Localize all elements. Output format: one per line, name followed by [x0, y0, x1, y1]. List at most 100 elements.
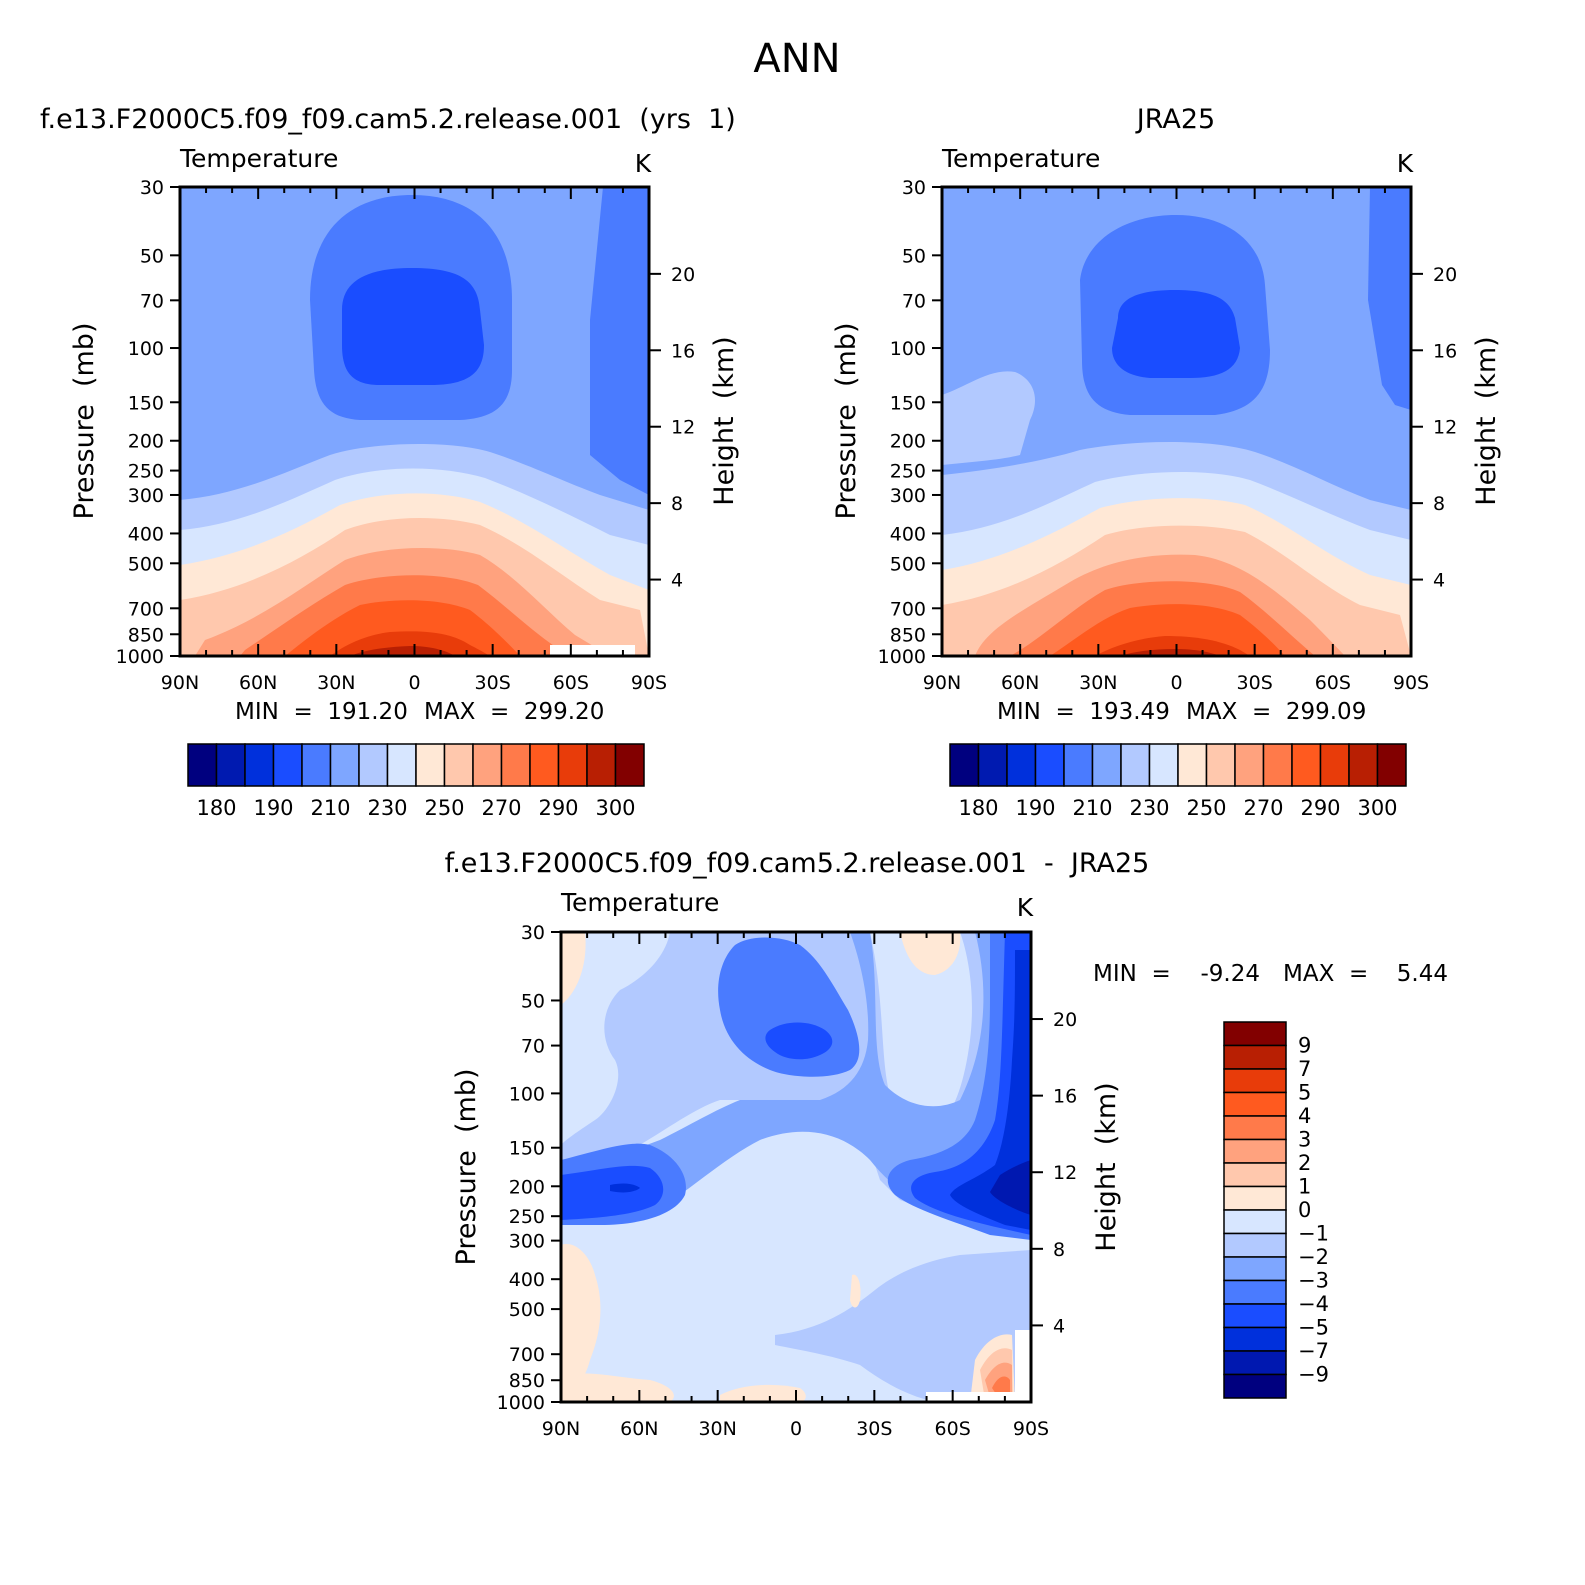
colorbar-label: −2: [1298, 1245, 1329, 1269]
y2-axis-label: Height (km): [1091, 1082, 1122, 1251]
colorbar-swatch: [1223, 1279, 1287, 1305]
x-tick-label: 0: [790, 1418, 802, 1440]
colorbar-swatch: [386, 743, 417, 787]
y-tick-label: 100: [128, 338, 164, 360]
y-axis-label: Pressure (mb): [831, 323, 862, 520]
contour-band-0-upper-right: [561, 932, 670, 1145]
min-value: -9.24: [1200, 961, 1260, 987]
y-tick-label: 400: [890, 523, 926, 545]
colorbar-label: 210: [1072, 796, 1112, 820]
colorbar-swatch: [1223, 1303, 1287, 1329]
contour-band-minus2: [561, 932, 1031, 1225]
colorbar-swatch: [415, 743, 446, 787]
missing-data-patch: [550, 645, 635, 656]
colorbar-label: 230: [1129, 796, 1169, 820]
y-tick-label: 30: [521, 922, 545, 944]
y-tick-label: 200: [128, 431, 164, 453]
colorbar-label: 210: [310, 796, 350, 820]
y-tick-label: 1000: [116, 646, 164, 668]
panel-difference: f.e13.F2000C5.f09_f09.cam5.2.release.001…: [445, 848, 1448, 1440]
y-tick-label: 1000: [497, 1392, 545, 1414]
colorbar-swatch: [557, 743, 588, 787]
contour-band-plus1-surface-tropics: [720, 1384, 806, 1402]
y-tick-label: 30: [140, 177, 164, 199]
y-tick-label: 1000: [878, 646, 926, 668]
colorbar-swatch: [187, 743, 218, 787]
colorbar-swatch: [1223, 1373, 1287, 1399]
colorbar-swatch: [1223, 1021, 1287, 1047]
max-label: MAX =: [1283, 961, 1368, 987]
missing-data-patch: [926, 1392, 1016, 1402]
colorbar-swatch: [1291, 743, 1322, 787]
contour-band-trop-inner: [342, 268, 484, 385]
x-tick-label: 30S: [1237, 672, 1273, 694]
x-tick-label: 90N: [542, 1418, 580, 1440]
y2-tick-label: 8: [1433, 493, 1445, 515]
y2-tick-label: 16: [671, 340, 695, 362]
x-tick-label: 30N: [1079, 672, 1117, 694]
y-tick-label: 500: [128, 553, 164, 575]
colorbar-label: 270: [1243, 796, 1283, 820]
min-label: MIN = 193.49: [997, 699, 1170, 725]
x-tick-label: 60N: [1001, 672, 1039, 694]
y-tick-label: 700: [509, 1344, 545, 1366]
colorbar-swatch: [1223, 1232, 1287, 1258]
contour-band-minus5-sh: [950, 950, 1031, 1230]
y-axis-label: Pressure (mb): [69, 323, 100, 520]
colorbar-label: 9: [1298, 1034, 1311, 1058]
y2-tick-label: 12: [1053, 1162, 1077, 1184]
colorbar-label: 230: [367, 796, 407, 820]
colorbar-label: 290: [1300, 796, 1340, 820]
y-tick-label: 70: [521, 1036, 545, 1058]
y2-tick-label: 4: [1433, 570, 1445, 592]
y2-axis-ticks: 20 16 12 8 4: [649, 264, 695, 592]
contour-field: [942, 187, 1411, 656]
colorbar-label: 270: [481, 796, 521, 820]
y-tick-label: 400: [509, 1269, 545, 1291]
y-tick-label: 100: [509, 1083, 545, 1105]
colorbar-swatch: [1262, 743, 1293, 787]
y2-axis-label: Height (km): [1471, 336, 1502, 505]
y-tick-label: 150: [509, 1138, 545, 1160]
colorbar-label: 180: [958, 796, 998, 820]
contour-band-minus7-sh: [990, 1160, 1031, 1215]
y2-tick-label: 4: [671, 570, 683, 592]
min-label: MIN =: [1093, 961, 1171, 987]
missing-data-patch-sh: [1015, 1330, 1031, 1402]
colorbar-swatch: [1223, 1209, 1287, 1235]
colorbar: 180 190 210 230 250 270 290 300: [949, 743, 1407, 820]
colorbar-label: −9: [1298, 1363, 1329, 1387]
colorbar-label: −4: [1298, 1292, 1329, 1316]
colorbar-swatch: [1223, 1350, 1287, 1376]
y-tick-label: 150: [890, 392, 926, 414]
y-tick-label: 50: [521, 990, 545, 1012]
y-tick-label: 50: [140, 245, 164, 267]
y2-tick-label: 16: [1433, 340, 1457, 362]
colorbar-swatch: [1223, 1138, 1287, 1164]
colorbar-label: −5: [1298, 1316, 1329, 1340]
colorbar-swatch: [1063, 743, 1094, 787]
colorbar-swatch: [301, 743, 332, 787]
contour-band-plus1-upper-nh: [561, 932, 586, 1005]
colorbar-label: 0: [1298, 1198, 1311, 1222]
y2-axis-ticks: 20 16 12 8 4: [1031, 1009, 1077, 1337]
y-tick-label: 300: [890, 485, 926, 507]
colorbar-swatch: [1348, 743, 1379, 787]
colorbar-swatch: [1223, 1044, 1287, 1070]
colorbar-label: −1: [1298, 1222, 1329, 1246]
contour-band-minus4-nh-jet: [561, 1165, 664, 1220]
colorbar-swatch: [1223, 1185, 1287, 1211]
y-tick-label: 100: [890, 338, 926, 360]
figure-title: ANN: [753, 36, 840, 82]
colorbar-swatch: [1205, 743, 1236, 787]
y-tick-label: 200: [509, 1176, 545, 1198]
max-value: 5.44: [1397, 961, 1448, 987]
colorbar-swatch: [1120, 743, 1151, 787]
y-tick-label: 500: [509, 1299, 545, 1321]
units-label: K: [1397, 149, 1414, 178]
contour-band-plus4-sh-surface: [992, 1376, 1010, 1394]
colorbar-swatch: [1223, 1326, 1287, 1352]
colorbar-label: 300: [1357, 796, 1397, 820]
contour-field: [180, 187, 649, 656]
